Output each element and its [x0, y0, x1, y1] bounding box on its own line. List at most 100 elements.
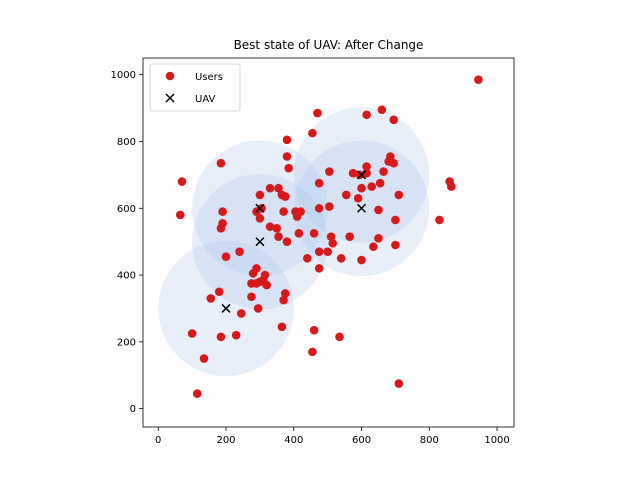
user-point [386, 152, 395, 161]
user-point [262, 280, 271, 290]
user-point [199, 354, 209, 363]
user-point [379, 167, 388, 176]
user-point [323, 247, 332, 256]
y-tick-label: 600 [117, 204, 136, 215]
legend-uav-marker [165, 93, 175, 103]
user-point [187, 329, 197, 338]
uav-point [255, 203, 265, 213]
user-point [281, 192, 290, 201]
user-point [355, 170, 365, 180]
chart-title: Best state of UAV: After Change [234, 38, 424, 52]
user-point [345, 232, 354, 241]
user-point [257, 203, 266, 213]
uav-marker-stroke [255, 237, 265, 247]
user-point [367, 182, 376, 191]
user-point [325, 202, 334, 211]
user-point [353, 193, 363, 203]
user-point [294, 229, 304, 238]
user-point [247, 292, 256, 302]
user-point [192, 389, 202, 398]
user-point [308, 347, 317, 357]
user-point [357, 183, 366, 193]
user-point [236, 309, 246, 318]
user-point [389, 115, 399, 125]
user-point [369, 242, 378, 251]
user-point [374, 234, 383, 243]
user-point [391, 215, 400, 225]
user-point [218, 218, 227, 228]
uav-marker-stroke [357, 170, 367, 180]
x-tick-label: 400 [284, 435, 303, 446]
user-point [282, 237, 292, 246]
x-axis: 0 200 400 600 800 1000 [155, 427, 510, 446]
user-point [296, 207, 305, 216]
uav-marker-stroke [165, 93, 175, 103]
user-point [281, 289, 290, 298]
user-point [282, 152, 292, 161]
uav-point [357, 203, 367, 213]
user-point [341, 190, 351, 200]
user-point [216, 158, 226, 168]
user-point [247, 279, 256, 288]
user-point [314, 247, 324, 256]
user-point [391, 240, 400, 250]
legend-users-marker [165, 71, 175, 81]
user-point [447, 182, 456, 191]
user-point [282, 135, 292, 145]
user-point [309, 325, 319, 335]
y-tick-label: 0 [130, 404, 136, 415]
users-layer [175, 75, 483, 398]
user-point [265, 222, 275, 231]
user-point [272, 224, 282, 233]
legend-uav-label: UAV [195, 94, 216, 105]
uav-point [221, 303, 231, 313]
user-point [374, 205, 383, 215]
user-point [214, 287, 224, 297]
user-point [206, 294, 216, 303]
user-point [377, 105, 387, 115]
user-point [314, 264, 324, 273]
legend: Users UAV [149, 63, 241, 112]
user-point [348, 168, 358, 178]
x-tick-label: 1000 [484, 435, 509, 446]
plot-frame [142, 57, 515, 428]
user-point [314, 203, 324, 213]
user-point [435, 215, 444, 225]
user-point [314, 178, 324, 188]
user-point [309, 229, 319, 238]
user-point [175, 210, 185, 220]
user-point [335, 332, 344, 342]
user-point [308, 128, 317, 138]
user-point [277, 322, 287, 332]
user-point [255, 213, 265, 223]
uav-point [357, 170, 367, 180]
user-point [253, 304, 263, 313]
user-point [255, 190, 265, 200]
uav-coverage-layer [158, 107, 430, 377]
x-tick-label: 200 [216, 435, 235, 446]
user-point [357, 255, 366, 265]
uav-marker-stroke [221, 303, 231, 313]
user-point [274, 183, 283, 193]
uav-layer [221, 170, 367, 313]
uav-marker-stroke [255, 203, 265, 213]
user-point [328, 239, 338, 248]
user-point [274, 232, 283, 241]
x-tick-label: 0 [155, 435, 161, 446]
user-point [260, 270, 270, 280]
user-point [284, 163, 293, 173]
user-point [362, 162, 371, 171]
user-point [216, 332, 226, 342]
user-point [265, 183, 275, 193]
user-point [303, 254, 312, 263]
uav-point [255, 237, 265, 247]
x-tick-label: 800 [420, 435, 439, 446]
y-tick-label: 200 [117, 337, 136, 348]
user-point [313, 108, 322, 118]
user-point [177, 177, 187, 186]
user-point [325, 167, 334, 176]
user-point [389, 158, 399, 168]
legend-uav-x [165, 93, 175, 103]
user-point [235, 247, 244, 256]
